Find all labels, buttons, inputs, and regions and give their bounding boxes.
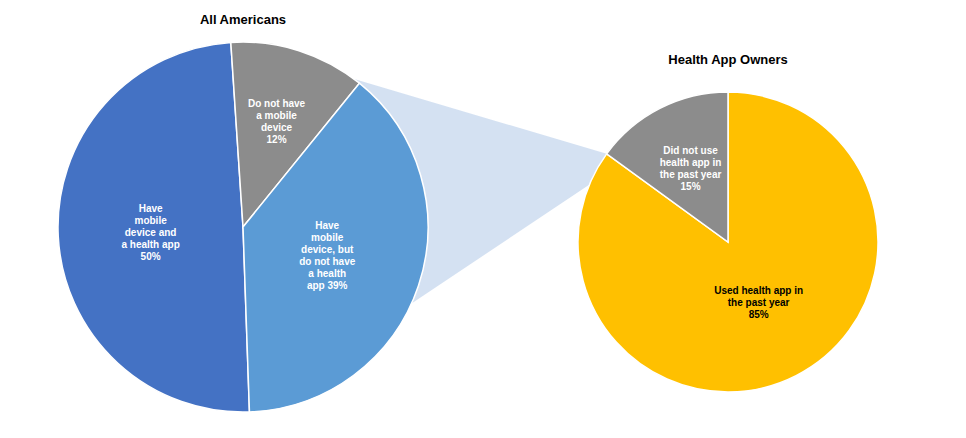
svg-text:Havemobiledevice anda health a: Havemobiledevice anda health app50% <box>121 202 179 261</box>
svg-text:Did not usehealth app inthe pa: Did not usehealth app inthe past year15% <box>660 145 722 192</box>
html-text:Health App Owners: Health App Owners <box>668 52 788 67</box>
html-text:All Americans: All Americans <box>199 12 287 27</box>
svg-text:Havemobiledevice, butdo not ha: Havemobiledevice, butdo not havea health… <box>299 220 356 291</box>
svg-text:Used health app inthe past yea: Used health app inthe past year85% <box>714 285 803 320</box>
svg-text:Do not havea mobiledevice12%: Do not havea mobiledevice12% <box>248 98 306 145</box>
